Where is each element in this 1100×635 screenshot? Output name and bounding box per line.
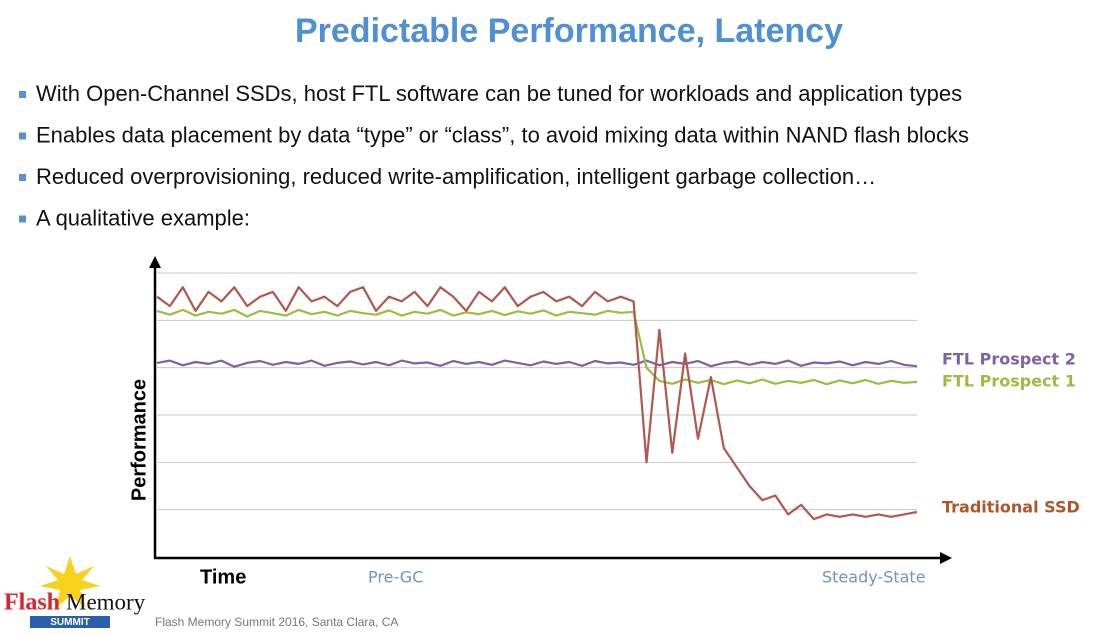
bullet-marker [19, 174, 26, 181]
x-axis-label: Time [200, 566, 246, 588]
series-line [156, 286, 918, 521]
y-axis-arrow [149, 256, 161, 268]
logo-flash: Flash [4, 590, 60, 616]
logo-memory: Memory [66, 589, 146, 614]
series-label: FTL Prospect 1 [942, 371, 1076, 390]
logo-sun [40, 556, 100, 608]
bullet-marker [19, 215, 26, 223]
slide-title: Predictable Performance, Latency [295, 12, 843, 50]
logo-summit: SUMMIT [50, 617, 89, 628]
annotation: Pre-GC [368, 568, 423, 587]
x-axis-arrow [940, 552, 952, 564]
series-line [156, 359, 918, 368]
logo: Flash Memory SUMMIT [4, 556, 146, 628]
series-label: Traditional SSD [942, 498, 1080, 517]
y-axis-label: Performance [128, 379, 150, 501]
bullet-text: Enables data placement by data “type” or… [36, 122, 969, 147]
bullet-marker [19, 91, 26, 98]
bullet-text: A qualitative example: [36, 205, 250, 230]
logo-box [30, 616, 110, 628]
series-line [156, 308, 918, 386]
bullet-marker [19, 132, 26, 140]
bullet-text: Reduced overprovisioning, reduced write-… [36, 164, 876, 189]
bullet-text: With Open-Channel SSDs, host FTL softwar… [36, 81, 962, 106]
series-label: FTL Prospect 2 [942, 350, 1076, 369]
footer: Flash Memory Summit 2016, Santa Clara, C… [155, 615, 398, 629]
annotation: Steady-State [822, 568, 926, 587]
